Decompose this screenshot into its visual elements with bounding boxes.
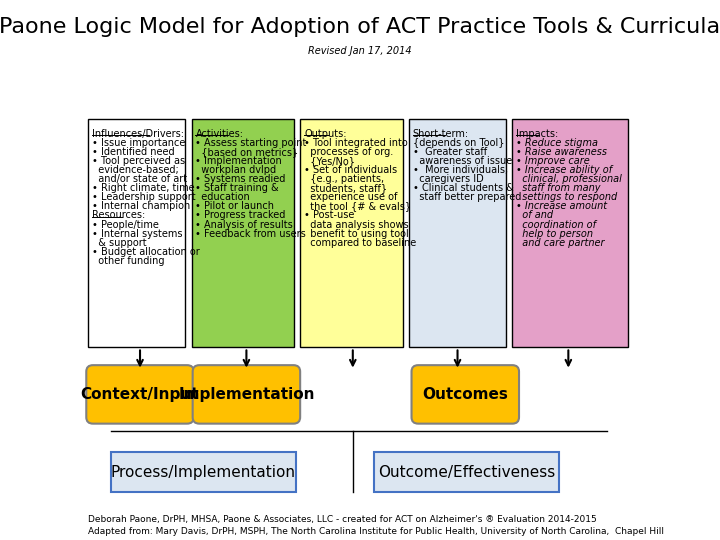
FancyBboxPatch shape: [111, 452, 296, 492]
FancyBboxPatch shape: [300, 119, 402, 347]
Text: {depends on Tool}: {depends on Tool}: [413, 138, 504, 148]
Text: • Leadership support: • Leadership support: [92, 192, 196, 202]
Text: • Feedback from users: • Feedback from users: [195, 228, 306, 239]
Text: • Pilot or launch: • Pilot or launch: [195, 201, 274, 212]
Text: help to person: help to person: [516, 228, 593, 239]
Text: of and: of and: [516, 211, 553, 220]
Text: benefit to using tool: benefit to using tool: [304, 228, 409, 239]
Text: • Progress tracked: • Progress tracked: [195, 211, 286, 220]
Text: caregivers ID: caregivers ID: [413, 174, 483, 184]
Text: clinical, professional: clinical, professional: [516, 174, 621, 184]
Text: • Analysis of results: • Analysis of results: [195, 219, 293, 230]
Text: staff better prepared: staff better prepared: [413, 192, 521, 202]
Text: Activities:: Activities:: [195, 129, 243, 139]
Text: Outcome/Effectiveness: Outcome/Effectiveness: [378, 465, 555, 480]
Text: Process/Implementation: Process/Implementation: [111, 465, 296, 480]
Text: Context/Input: Context/Input: [81, 387, 199, 402]
Text: • Raise awareness: • Raise awareness: [516, 147, 607, 157]
Text: processes of org.: processes of org.: [304, 147, 393, 157]
Text: other funding: other funding: [92, 255, 165, 266]
Text: • Set of individuals: • Set of individuals: [304, 165, 397, 176]
Text: • Systems readied: • Systems readied: [195, 174, 286, 184]
Text: • Issue importance: • Issue importance: [92, 138, 186, 148]
Text: • Budget allocation or: • Budget allocation or: [92, 247, 200, 256]
Text: • Internal champion: • Internal champion: [92, 201, 191, 212]
FancyBboxPatch shape: [512, 119, 628, 347]
Text: data analysis shows: data analysis shows: [304, 219, 409, 230]
FancyBboxPatch shape: [192, 119, 294, 347]
Text: • People/time: • People/time: [92, 219, 159, 230]
Text: {based on metrics}: {based on metrics}: [195, 147, 299, 157]
Text: • Implementation: • Implementation: [195, 156, 282, 166]
Text: • Right climate, time: • Right climate, time: [92, 184, 195, 193]
Text: staff from many: staff from many: [516, 184, 600, 193]
FancyBboxPatch shape: [193, 365, 300, 424]
Text: • Increase amount: • Increase amount: [516, 201, 607, 212]
Text: workplan dvlpd: workplan dvlpd: [195, 165, 276, 176]
Text: Outputs:: Outputs:: [304, 129, 346, 139]
Text: the tool {# & evals}: the tool {# & evals}: [304, 201, 411, 212]
Text: and care partner: and care partner: [516, 238, 604, 247]
FancyBboxPatch shape: [86, 365, 194, 424]
Text: • Tool perceived as: • Tool perceived as: [92, 156, 186, 166]
Text: Revised Jan 17, 2014: Revised Jan 17, 2014: [308, 46, 412, 56]
Text: education: education: [195, 192, 250, 202]
Text: •  Greater staff: • Greater staff: [413, 147, 487, 157]
Text: Implementation: Implementation: [178, 387, 315, 402]
Text: settings to respond: settings to respond: [516, 192, 617, 202]
Text: experience use of: experience use of: [304, 192, 397, 202]
Text: • Clinical students &: • Clinical students &: [413, 184, 513, 193]
Text: {Yes/No}: {Yes/No}: [304, 156, 355, 166]
Text: • Staff training &: • Staff training &: [195, 184, 279, 193]
Text: Impacts:: Impacts:: [516, 129, 558, 139]
Text: awareness of issue: awareness of issue: [413, 156, 512, 166]
Text: & support: & support: [92, 238, 147, 247]
FancyBboxPatch shape: [89, 119, 186, 347]
Text: • Improve care: • Improve care: [516, 156, 590, 166]
Text: Deborah Paone, DrPH, MHSA, Paone & Associates, LLC - created for ACT on Alzheime: Deborah Paone, DrPH, MHSA, Paone & Assoc…: [89, 515, 598, 524]
Text: • Reduce stigma: • Reduce stigma: [516, 138, 598, 148]
Text: {e.g., patients,: {e.g., patients,: [304, 174, 384, 184]
Text: • Tool integrated into: • Tool integrated into: [304, 138, 408, 148]
Text: • Post-use: • Post-use: [304, 211, 354, 220]
Text: •  More individuals,: • More individuals,: [413, 165, 508, 176]
FancyBboxPatch shape: [412, 365, 519, 424]
Text: • Identified need: • Identified need: [92, 147, 175, 157]
Text: • Assess starting point: • Assess starting point: [195, 138, 307, 148]
Text: Outcomes: Outcomes: [423, 387, 508, 402]
Text: and/or state of art: and/or state of art: [92, 174, 187, 184]
Text: evidence-based;: evidence-based;: [92, 165, 179, 176]
Text: compared to baseline: compared to baseline: [304, 238, 416, 247]
Text: coordination of: coordination of: [516, 219, 595, 230]
FancyBboxPatch shape: [374, 452, 559, 492]
Text: • Increase ability of: • Increase ability of: [516, 165, 612, 176]
Text: Influences/Drivers:: Influences/Drivers:: [92, 129, 184, 139]
Text: Resources:: Resources:: [92, 211, 145, 220]
Text: Short-term:: Short-term:: [413, 129, 469, 139]
Text: Paone Logic Model for Adoption of ACT Practice Tools & Curricula: Paone Logic Model for Adoption of ACT Pr…: [0, 17, 720, 37]
Text: students, staff}: students, staff}: [304, 184, 387, 193]
FancyBboxPatch shape: [409, 119, 505, 347]
Text: • Internal systems: • Internal systems: [92, 228, 183, 239]
Text: Adapted from: Mary Davis, DrPH, MSPH, The North Carolina Institute for Public He: Adapted from: Mary Davis, DrPH, MSPH, Th…: [89, 527, 665, 536]
